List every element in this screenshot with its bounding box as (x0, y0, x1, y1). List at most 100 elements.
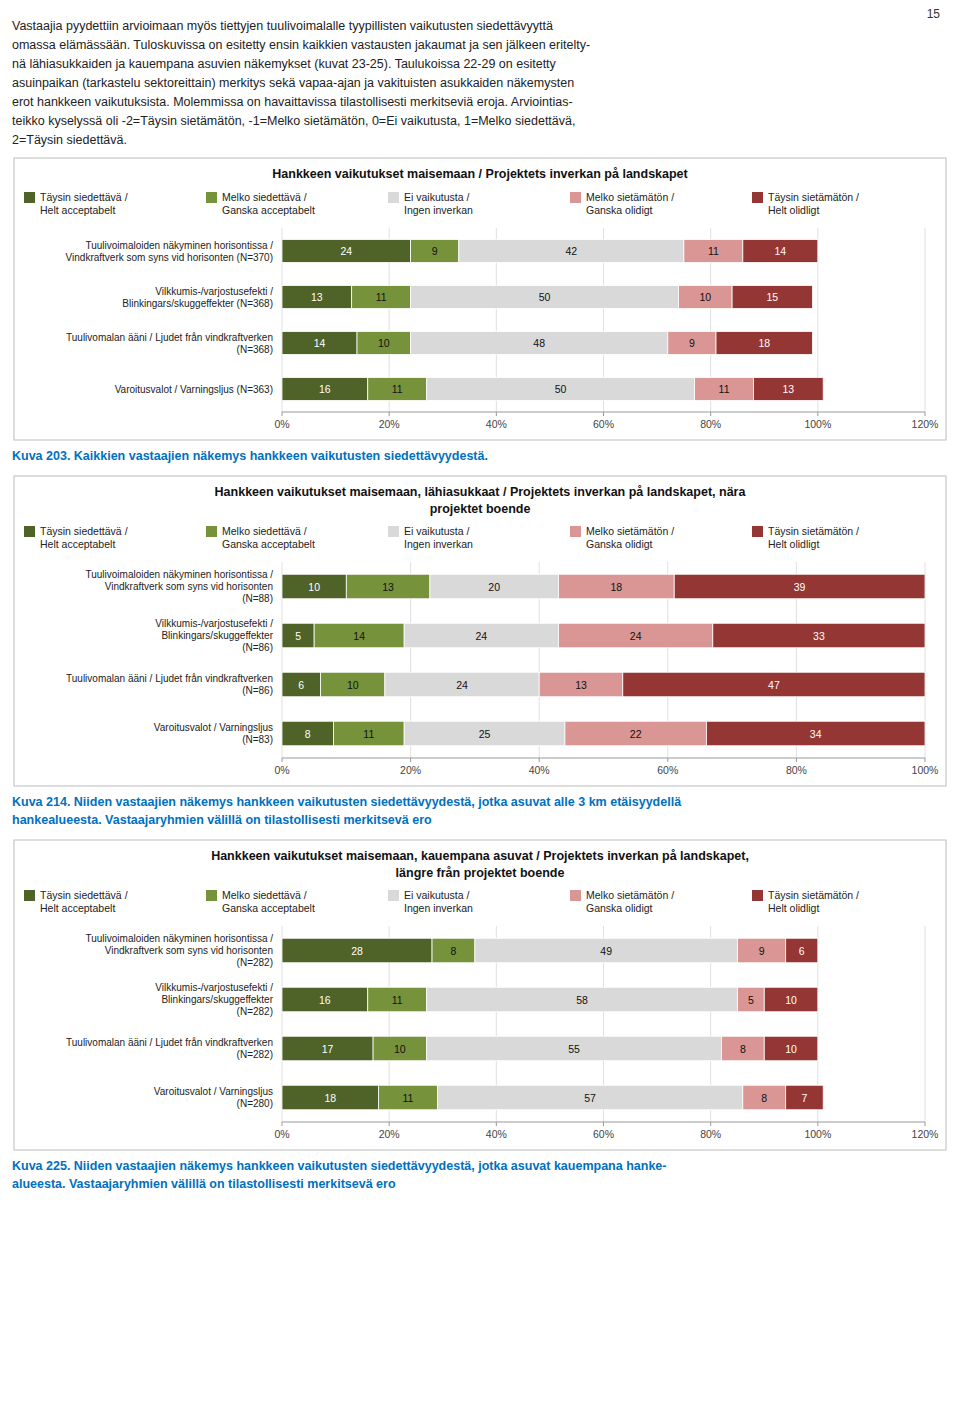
data-label: 24 (630, 630, 642, 642)
data-label: 10 (378, 337, 390, 349)
category-label-line: Vilkkumis-/varjostusefekti / (155, 982, 273, 993)
legend-label-line: Ingen inverkan (404, 204, 473, 216)
tick-mark (667, 758, 668, 762)
category-label-line: Tuulivoimaloiden näkyminen horisontissa … (86, 933, 274, 944)
tick-mark (282, 1122, 283, 1126)
data-labels: 24942111413115010151410489181611501113 (311, 245, 794, 395)
category-label-line: (N=282) (237, 1049, 273, 1060)
category-label-line: Blinkingars/skuggeffekter (N=368) (122, 298, 273, 309)
legend: Täysin siedettävä /Helt acceptabelt Melko… (24, 191, 859, 216)
chart: Hankkeen vaikutukset maisemaan, kauempan… (14, 840, 946, 1150)
bar-segment (713, 623, 925, 648)
page-number: 15 (927, 7, 941, 21)
bar-segment (427, 378, 695, 401)
legend-label-line: Helt acceptabelt (40, 204, 115, 216)
bar-segment (674, 574, 925, 599)
bar-segment (411, 240, 459, 263)
legend-label: Melko sietämätön /Ganska olidigt (586, 525, 674, 550)
bar-segment (378, 1085, 437, 1110)
tick-label: 0% (274, 764, 289, 776)
tick-mark (410, 758, 411, 762)
data-label: 22 (630, 728, 642, 740)
data-label: 24 (340, 245, 352, 257)
data-label: 8 (761, 1092, 767, 1104)
legend-label: Ei vaikutusta /Ingen inverkan (404, 889, 473, 914)
tick-mark (389, 1122, 390, 1126)
caption: Kuva 203. Kaikkien vastaajien näkemys ha… (12, 449, 488, 463)
data-label: 10 (394, 1043, 406, 1055)
legend-label-line: Melko sietämätön / (586, 525, 674, 537)
category-label-line: Varoitusvalot / Varningsljus (154, 1086, 273, 1097)
category-label-line: Tuulivomalan ääni / Ljudet från vindkraf… (66, 332, 273, 343)
category-label-line: (N=368) (237, 344, 273, 355)
tick-label: 120% (912, 418, 939, 430)
category-label-line: (N=88) (242, 593, 273, 604)
data-label: 8 (305, 728, 311, 740)
data-label: 20 (488, 581, 500, 593)
tick-label: 20% (400, 764, 421, 776)
legend-label-line: Ei vaikutusta / (404, 889, 469, 901)
bar-segment (668, 332, 716, 355)
data-label: 13 (783, 383, 795, 395)
legend-label-line: Ingen inverkan (404, 902, 473, 914)
tick-mark (710, 1122, 711, 1126)
data-label: 8 (740, 1043, 746, 1055)
tick-mark (817, 412, 818, 416)
grid-line (925, 228, 926, 412)
legend-label: Täysin siedettävä /Helt acceptabelt (40, 525, 128, 550)
bar-segment (716, 332, 812, 355)
legend-label: Melko siedettävä /Ganska acceptabelt (222, 191, 315, 216)
category-label-line: Blinkingars/skuggeffekter (161, 994, 273, 1005)
tick-label: 40% (529, 764, 550, 776)
legend-label-line: Melko siedettävä / (222, 525, 307, 537)
legend-label-line: Ingen inverkan (404, 538, 473, 550)
tick-mark (603, 412, 604, 416)
tick-mark (817, 1122, 818, 1126)
category-label-line: (N=86) (242, 642, 273, 653)
data-label: 14 (774, 245, 786, 257)
legend-swatch (570, 890, 581, 901)
tick-label: 100% (804, 1128, 831, 1140)
data-label: 11 (392, 994, 403, 1006)
data-label: 57 (584, 1092, 596, 1104)
legend-swatch (24, 192, 35, 203)
bar-segment (352, 286, 411, 309)
bar-segment (427, 1036, 722, 1061)
tick-label: 0% (274, 418, 289, 430)
legend-label: Täysin siedettävä /Helt acceptabelt (40, 191, 128, 216)
bars (282, 574, 925, 746)
legend-label: Täysin sietämätön /Helt olidligt (768, 525, 859, 550)
bar-segment (743, 240, 818, 263)
legend-label-line: Täysin sietämätön / (768, 525, 859, 537)
data-label: 18 (758, 337, 770, 349)
bar-segment (695, 378, 754, 401)
category-label-line: Blinkingars/skuggeffekter (161, 630, 273, 641)
intro-text: erot hankkeen vaikutuksista. Molemmissa … (12, 95, 573, 109)
data-label: 50 (555, 383, 567, 395)
data-label: 34 (810, 728, 822, 740)
category-label: Vilkkumis-/varjostusefekti /Blinkingars/… (122, 286, 273, 309)
legend-label-line: Helt olidligt (768, 204, 819, 216)
category-label: Tuulivoimaloiden näkyminen horisontissa … (86, 933, 274, 968)
data-label: 14 (314, 337, 326, 349)
legend-label-line: Ei vaikutusta / (404, 191, 469, 203)
page: 15Vastaajia pyydettiin arvioimaan myös t… (0, 0, 960, 1405)
data-label: 24 (475, 630, 487, 642)
legend-label-line: Ganska acceptabelt (222, 538, 315, 550)
grid-line (925, 926, 926, 1122)
legend-label-line: Melko siedettävä / (222, 889, 307, 901)
category-label: Tuulivomalan ääni / Ljudet från vindkraf… (66, 1037, 273, 1060)
tick-label: 100% (804, 418, 831, 430)
category-label-line: Tuulivomalan ääni / Ljudet från vindkraf… (66, 673, 273, 684)
data-label: 11 (719, 383, 730, 395)
bar-segment (411, 286, 679, 309)
bars (282, 938, 823, 1110)
bar-segment (282, 378, 368, 401)
data-label: 5 (295, 630, 301, 642)
data-labels: 288499616115851017105581018115787 (319, 945, 807, 1104)
bar-segment (721, 1036, 764, 1061)
tick-mark (925, 1122, 926, 1126)
bar-segment (282, 672, 321, 697)
data-label: 47 (768, 679, 780, 691)
tick-label: 80% (786, 764, 807, 776)
